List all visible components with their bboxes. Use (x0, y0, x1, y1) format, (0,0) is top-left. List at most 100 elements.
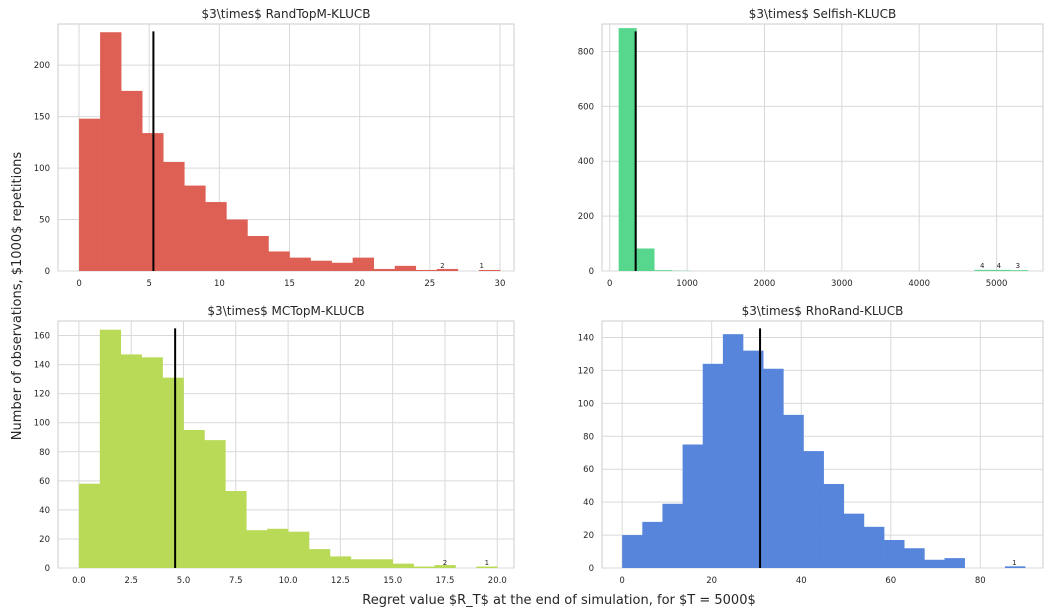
histogram-bar (310, 260, 332, 271)
histogram-bar (350, 559, 373, 568)
y-tick-label: 40 (583, 498, 594, 508)
y-tick-label: 0 (45, 564, 50, 574)
histogram-bar (682, 444, 704, 568)
histogram-bar (184, 185, 206, 271)
x-tick-label: 4000 (908, 279, 930, 289)
bar-count-label: 4 (997, 262, 1002, 270)
histogram-bar (162, 377, 184, 568)
bar-count-label: 2 (443, 559, 447, 567)
histogram-bar (289, 257, 311, 271)
y-tick-label: 0 (45, 267, 50, 277)
histogram-bar (763, 368, 784, 568)
histogram-bar (394, 265, 417, 271)
y-tick-label: 80 (39, 448, 50, 458)
histogram-bar (120, 354, 142, 568)
x-tick-label: 20 (354, 279, 365, 289)
y-axis-label: Number of observations, $1000$ repetitio… (10, 152, 25, 441)
y-tick-label: 100 (34, 419, 50, 429)
histogram-bar (100, 32, 122, 271)
y-tick-label: 60 (583, 465, 594, 475)
histogram-bar (1004, 566, 1026, 568)
bar-count-label: 4 (980, 262, 985, 270)
histogram-bar (415, 269, 438, 271)
chart-title: $3\times$ Selfish-KLUCB (749, 7, 897, 21)
y-tick-label: 150 (34, 113, 50, 123)
y-tick-label: 800 (578, 47, 594, 57)
chart-title: $3\times$ RhoRand-KLUCB (742, 304, 904, 318)
bar-count-label: 1 (479, 262, 483, 270)
histogram-bar (267, 528, 289, 568)
y-tick-label: 0 (589, 267, 594, 277)
histogram-bar (843, 513, 865, 568)
histogram-bar (163, 161, 185, 271)
y-tick-label: 120 (34, 390, 50, 400)
histogram-bar (803, 451, 824, 568)
histogram-bar (1010, 270, 1029, 271)
bar-count-label: 1 (1012, 559, 1016, 567)
chart-panel-mctopm: 0.0 2.5 5.0 7.5 10.0 12.5 15.0 17.5 20.0 0 20 40 60 8… (34, 304, 515, 586)
histogram-bar (246, 530, 268, 568)
x-tick-label: 12.5 (331, 576, 350, 586)
y-tick-label: 200 (34, 61, 50, 71)
y-tick-label: 140 (578, 333, 594, 343)
y-tick-label: 400 (578, 157, 594, 167)
y-tick-label: 200 (578, 212, 594, 222)
histogram-bar (99, 329, 122, 568)
histogram-bar (434, 565, 456, 568)
histogram-bar (722, 334, 744, 568)
x-tick-label: 3000 (831, 279, 853, 289)
histogram-bar (622, 535, 643, 568)
x-tick-label: 17.5 (436, 576, 455, 586)
y-tick-label: 50 (39, 216, 50, 226)
x-tick-label: 80 (975, 576, 986, 586)
x-tick-label: 15 (284, 279, 295, 289)
x-tick-label: 25 (424, 279, 435, 289)
histogram-bar (288, 531, 310, 568)
chart-title: $3\times$ RandTopM-KLUCB (201, 7, 370, 21)
x-tick-label: 10 (214, 279, 225, 289)
x-tick-label: 15.0 (383, 576, 402, 586)
histogram-bar (371, 559, 393, 568)
y-tick-label: 160 (34, 332, 50, 342)
histogram-bar (121, 90, 143, 271)
x-tick-label: 20.0 (488, 576, 507, 586)
histogram-bar (225, 490, 247, 568)
histogram-bar (141, 357, 163, 568)
histogram-bar (743, 350, 764, 568)
bar-count-label: 2 (440, 262, 444, 270)
bar-count-label: 3 (1016, 262, 1020, 270)
histogram-bar (413, 566, 435, 568)
chart-panel-selfish: 0 1000 2000 3000 4000 5000 0 200 400 600 800 4 4 3 $3\… (578, 7, 1044, 289)
chart-panel-rhorand: 0 20 40 60 80 0 20 40 60 80 100 120 140 1 $3\times$ Rh… (578, 304, 1044, 586)
y-tick-label: 100 (34, 164, 50, 174)
histogram-bar (436, 268, 459, 271)
histogram-bar (331, 262, 353, 271)
histogram-bar (373, 268, 396, 271)
histogram-bar (662, 503, 683, 568)
x-tick-label: 0 (619, 576, 624, 586)
histogram-bar (204, 440, 226, 568)
x-tick-label: 40 (796, 576, 807, 586)
histogram-bar (352, 257, 374, 271)
histogram-bar (863, 526, 885, 568)
histogram-bar (823, 484, 845, 568)
y-tick-label: 100 (578, 399, 594, 409)
histogram-bar (702, 363, 724, 568)
histogram-bar (78, 483, 101, 568)
x-tick-label: 2000 (754, 279, 776, 289)
y-tick-label: 120 (578, 366, 594, 376)
histogram-bar (618, 28, 637, 271)
plot-area (601, 23, 1044, 272)
y-tick-label: 80 (583, 432, 594, 442)
x-axis-label: Regret value $R_T$ at the end of simulat… (362, 593, 756, 608)
y-tick-label: 20 (39, 535, 50, 545)
histogram-bar (476, 566, 498, 568)
histogram-bar (79, 118, 101, 271)
y-tick-label: 0 (589, 564, 594, 574)
histogram-bar (329, 556, 352, 568)
x-tick-label: 5000 (986, 279, 1008, 289)
histogram-bar (247, 236, 269, 271)
y-tick-label: 600 (578, 102, 594, 112)
histogram-bar (205, 202, 227, 271)
histogram-bar (654, 270, 673, 271)
